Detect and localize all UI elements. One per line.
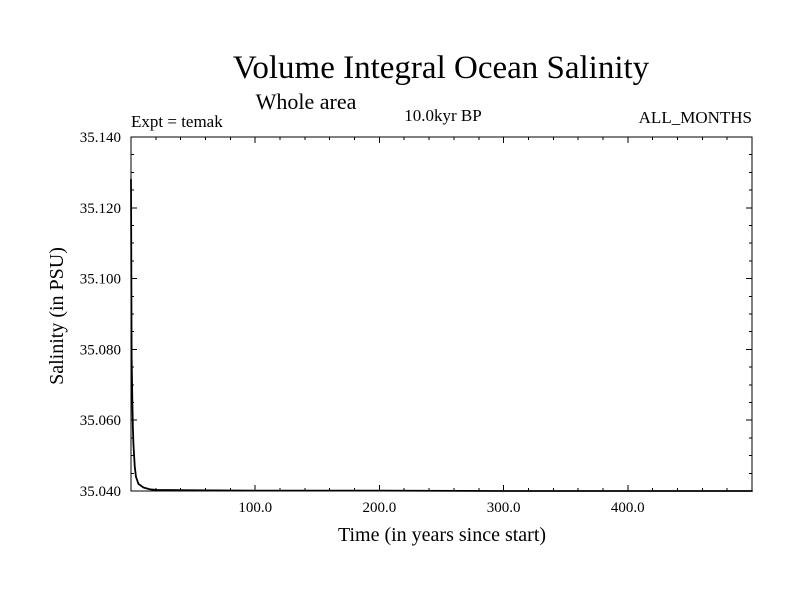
period-label: 10.0kyr BP — [404, 106, 481, 125]
plot-layer: 100.0 200.0 300.0 400.0 35.040 35.060 35.080 35… — [80, 130, 753, 516]
x-tick-label: 200.0 — [363, 500, 397, 516]
y-tick-label: 35.100 — [80, 272, 121, 288]
chart-subtitle: Whole area — [256, 89, 357, 114]
months-label: ALL_MONTHS — [639, 108, 752, 127]
x-tick-label: 400.0 — [611, 500, 645, 516]
y-tick-label: 35.040 — [80, 484, 121, 500]
plot-frame — [130, 136, 753, 492]
y-tick-label: 35.060 — [80, 413, 121, 429]
y-tick-label: 35.140 — [80, 130, 121, 146]
chart-title: Volume Integral Ocean Salinity — [233, 50, 650, 86]
x-tick-label: 100.0 — [238, 500, 272, 516]
y-tick-label: 35.120 — [80, 201, 121, 217]
experiment-label: Expt = temak — [131, 112, 223, 131]
y-axis-title: Salinity (in PSU) — [46, 247, 68, 385]
x-tick-label: 300.0 — [487, 500, 521, 516]
x-axis-title: Time (in years since start) — [338, 524, 546, 546]
salinity-series-line — [130, 178, 753, 492]
y-tick-label: 35.080 — [80, 342, 121, 358]
